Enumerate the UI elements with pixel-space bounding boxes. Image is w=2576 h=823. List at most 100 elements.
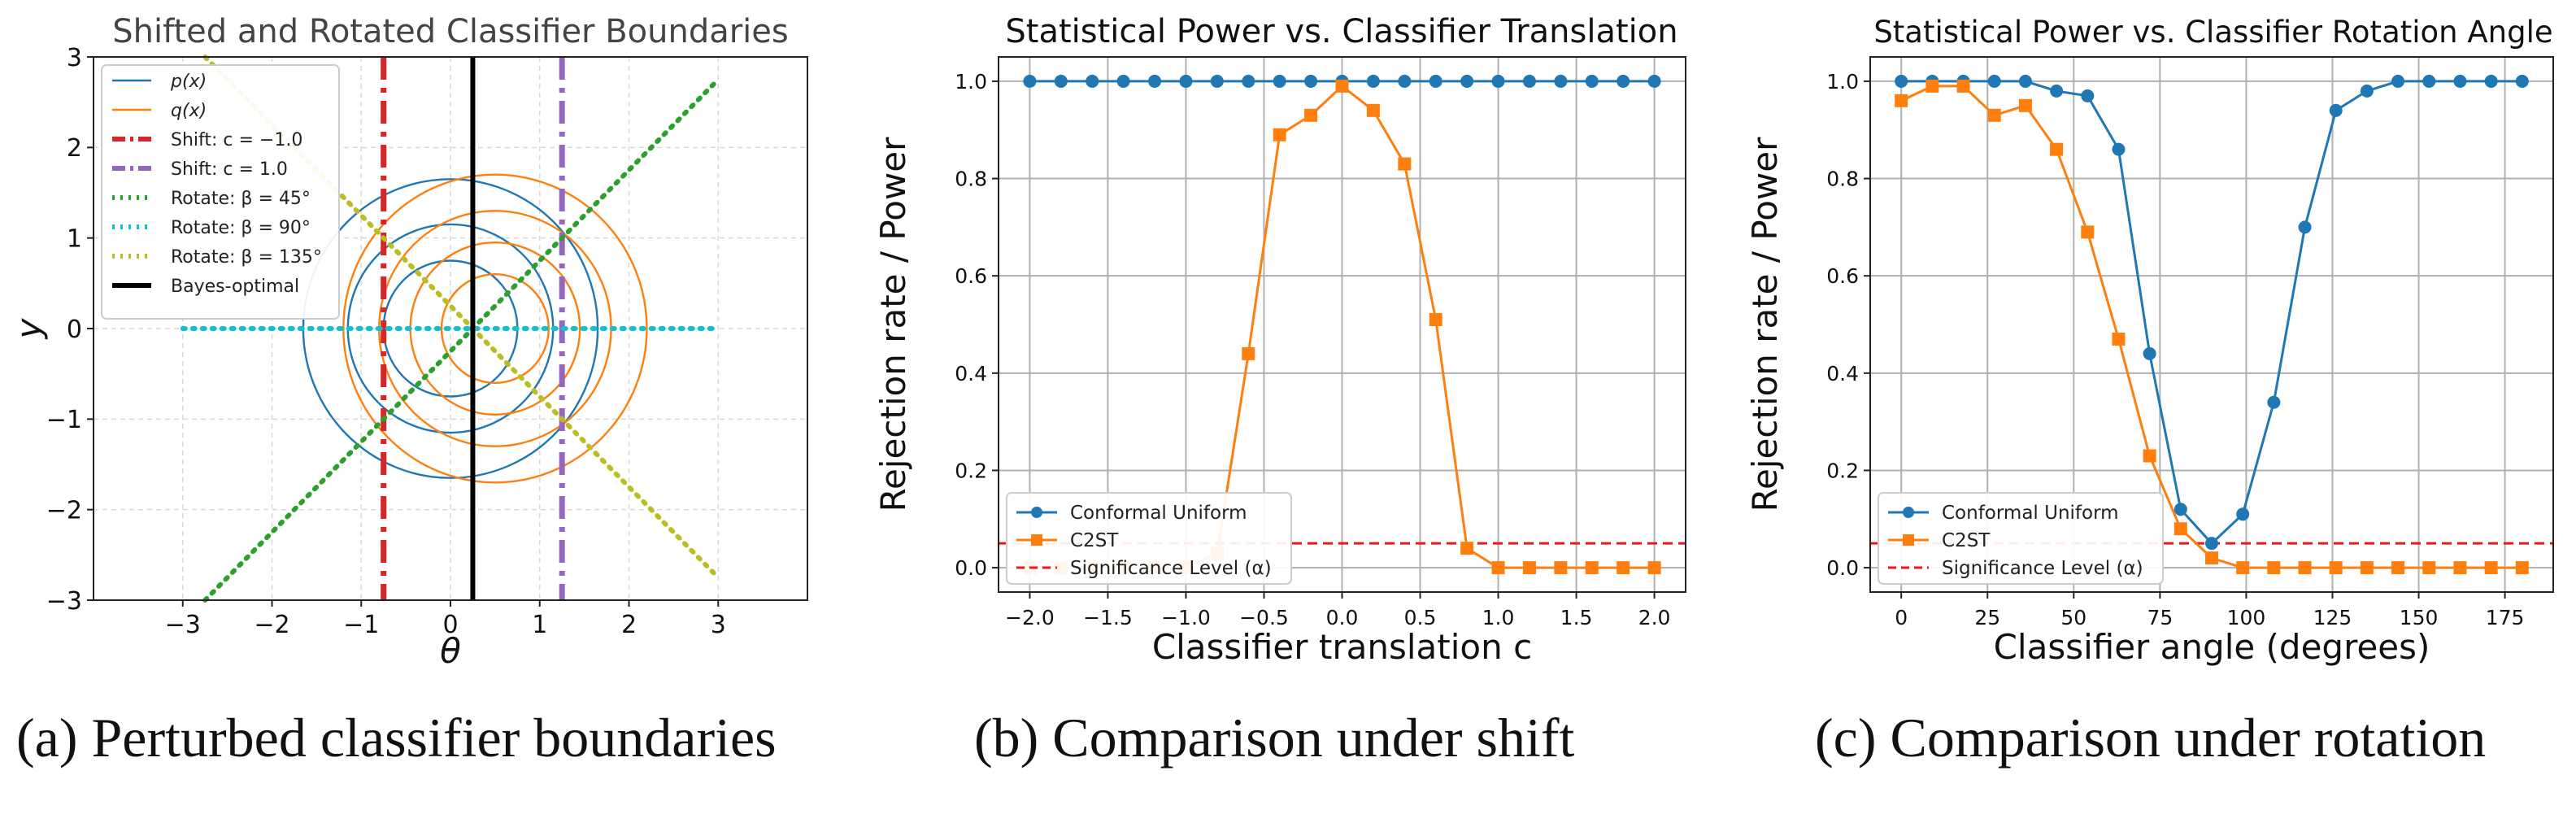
axes-frame [93, 56, 808, 601]
data-point [1179, 74, 1193, 88]
axes-frame [1869, 56, 2554, 593]
data-point [2112, 332, 2126, 346]
data-point [1491, 74, 1505, 88]
data-point [1491, 561, 1505, 575]
data-point [1429, 313, 1442, 327]
data-point [2484, 74, 2498, 88]
y-tick-label: 0.4 [1826, 362, 1859, 385]
x-tick-label: −0.5 [1239, 606, 1289, 629]
y-tick-label: −3 [46, 587, 82, 616]
legend-marker [1031, 507, 1042, 518]
legend-label: C2ST [1070, 530, 1119, 551]
data-point [2267, 561, 2281, 575]
data-point [1335, 79, 1349, 93]
y-tick-label: 1.0 [955, 70, 987, 94]
x-tick-label: 1.5 [1560, 606, 1593, 629]
legend: Conformal Uniform C2ST Significance Level … [1878, 492, 2164, 585]
data-point [1460, 74, 1474, 88]
data-point [1366, 103, 1380, 117]
data-point [2236, 507, 2250, 521]
legend-label: Conformal Uniform [1942, 503, 2119, 524]
data-point [2174, 503, 2187, 516]
y-tick-label: 0.0 [1826, 556, 1859, 580]
y-tick-label: −1 [46, 406, 82, 434]
legend: Conformal Uniform C2ST Significance Level … [1006, 492, 1292, 585]
data-point [2329, 103, 2343, 117]
data-point [2081, 89, 2095, 102]
data-point [2298, 561, 2312, 575]
data-point [1554, 561, 1568, 575]
data-point [1585, 74, 1599, 88]
y-axis-label: Rejection rate / Power [873, 137, 913, 512]
panel-rotation: 0 25 50 75 100 125 150 175 0.0 0.2 0.4 0.6 0.8 1.0 Sta… [1745, 15, 2554, 667]
data-point [2205, 537, 2218, 551]
data-point [1116, 74, 1130, 88]
chart-title: Statistical Power vs. Classifier Rotatio… [1873, 15, 2552, 50]
data-point [2236, 561, 2250, 575]
x-tick-label: −3 [165, 611, 201, 639]
y-tick-label: 2 [67, 134, 82, 163]
x-tick-label: 150 [2400, 606, 2439, 629]
x-tick-label: −1 [343, 611, 379, 639]
x-tick-label: −2.0 [1005, 606, 1055, 629]
x-tick-label: 125 [2313, 606, 2352, 629]
x-axis-label: Classifier angle (degrees) [1994, 627, 2430, 667]
data-point [1242, 346, 1255, 360]
x-tick-label: 2.0 [1638, 606, 1671, 629]
x-axis-label: θ [440, 631, 461, 671]
chart-title: Statistical Power vs. Classifier Transla… [1005, 13, 1677, 50]
data-point [2018, 74, 2032, 88]
data-point [1647, 74, 1661, 88]
legend-box [101, 64, 340, 320]
legend-label: p(x) [170, 72, 207, 92]
data-point [2298, 220, 2312, 234]
data-point [1895, 74, 1908, 88]
x-tick-label: 2 [621, 611, 637, 639]
data-point [1242, 74, 1255, 88]
data-point [1554, 74, 1568, 88]
legend-label: Rotate: β = 90° [171, 218, 311, 238]
x-tick-label: 75 [2147, 606, 2173, 629]
y-tick-label: 0.2 [955, 459, 987, 482]
data-point [2453, 74, 2467, 88]
legend-label: Shift: c = −1.0 [171, 130, 302, 150]
data-point [2360, 561, 2374, 575]
legend-label: Conformal Uniform [1070, 503, 1247, 524]
x-tick-label: 100 [2227, 606, 2266, 629]
x-tick-label: −2 [254, 611, 289, 639]
x-tick-label: −1.0 [1161, 606, 1211, 629]
legend-label: Significance Level (α) [1942, 558, 2143, 579]
data-point [2205, 551, 2218, 565]
data-point [1398, 74, 1412, 88]
data-point [1210, 74, 1224, 88]
data-point [2329, 561, 2343, 575]
data-point [1895, 94, 1908, 107]
data-point [1925, 79, 1939, 93]
legend-label: Shift: c = 1.0 [171, 159, 288, 180]
panel-boundaries: −3 −2 −1 0 1 2 3 −3 −2 −1 0 1 2 3 Shifted and Rotated … [9, 13, 808, 671]
data-point [1366, 74, 1380, 88]
data-point [2484, 561, 2498, 575]
legend: p(x) q(x) Shift: c = −1.0 Shift: c = 1.0 Rot… [101, 64, 340, 320]
x-tick-label: 1 [532, 611, 547, 639]
data-point [2391, 561, 2405, 575]
x-tick-label: 3 [711, 611, 726, 639]
legend-marker [1903, 534, 1914, 546]
x-tick-label: 0.5 [1404, 606, 1437, 629]
data-point [2081, 225, 2095, 239]
data-point [2360, 84, 2374, 98]
y-tick-label: 0.0 [955, 556, 987, 580]
data-point [2391, 74, 2405, 88]
caption-a: (a) Perturbed classifier boundaries [16, 707, 777, 769]
legend-label: Rotate: β = 135° [171, 247, 322, 268]
data-point [1086, 74, 1099, 88]
data-point [2143, 346, 2156, 360]
caption-b: (b) Comparison under shift [974, 707, 1575, 769]
x-tick-label: 0 [1895, 606, 1908, 629]
legend-marker [1031, 534, 1042, 546]
axes-frame [998, 56, 1686, 593]
data-point [2422, 561, 2436, 575]
legend-label: C2ST [1942, 530, 1991, 551]
x-tick-label: −1.5 [1083, 606, 1133, 629]
